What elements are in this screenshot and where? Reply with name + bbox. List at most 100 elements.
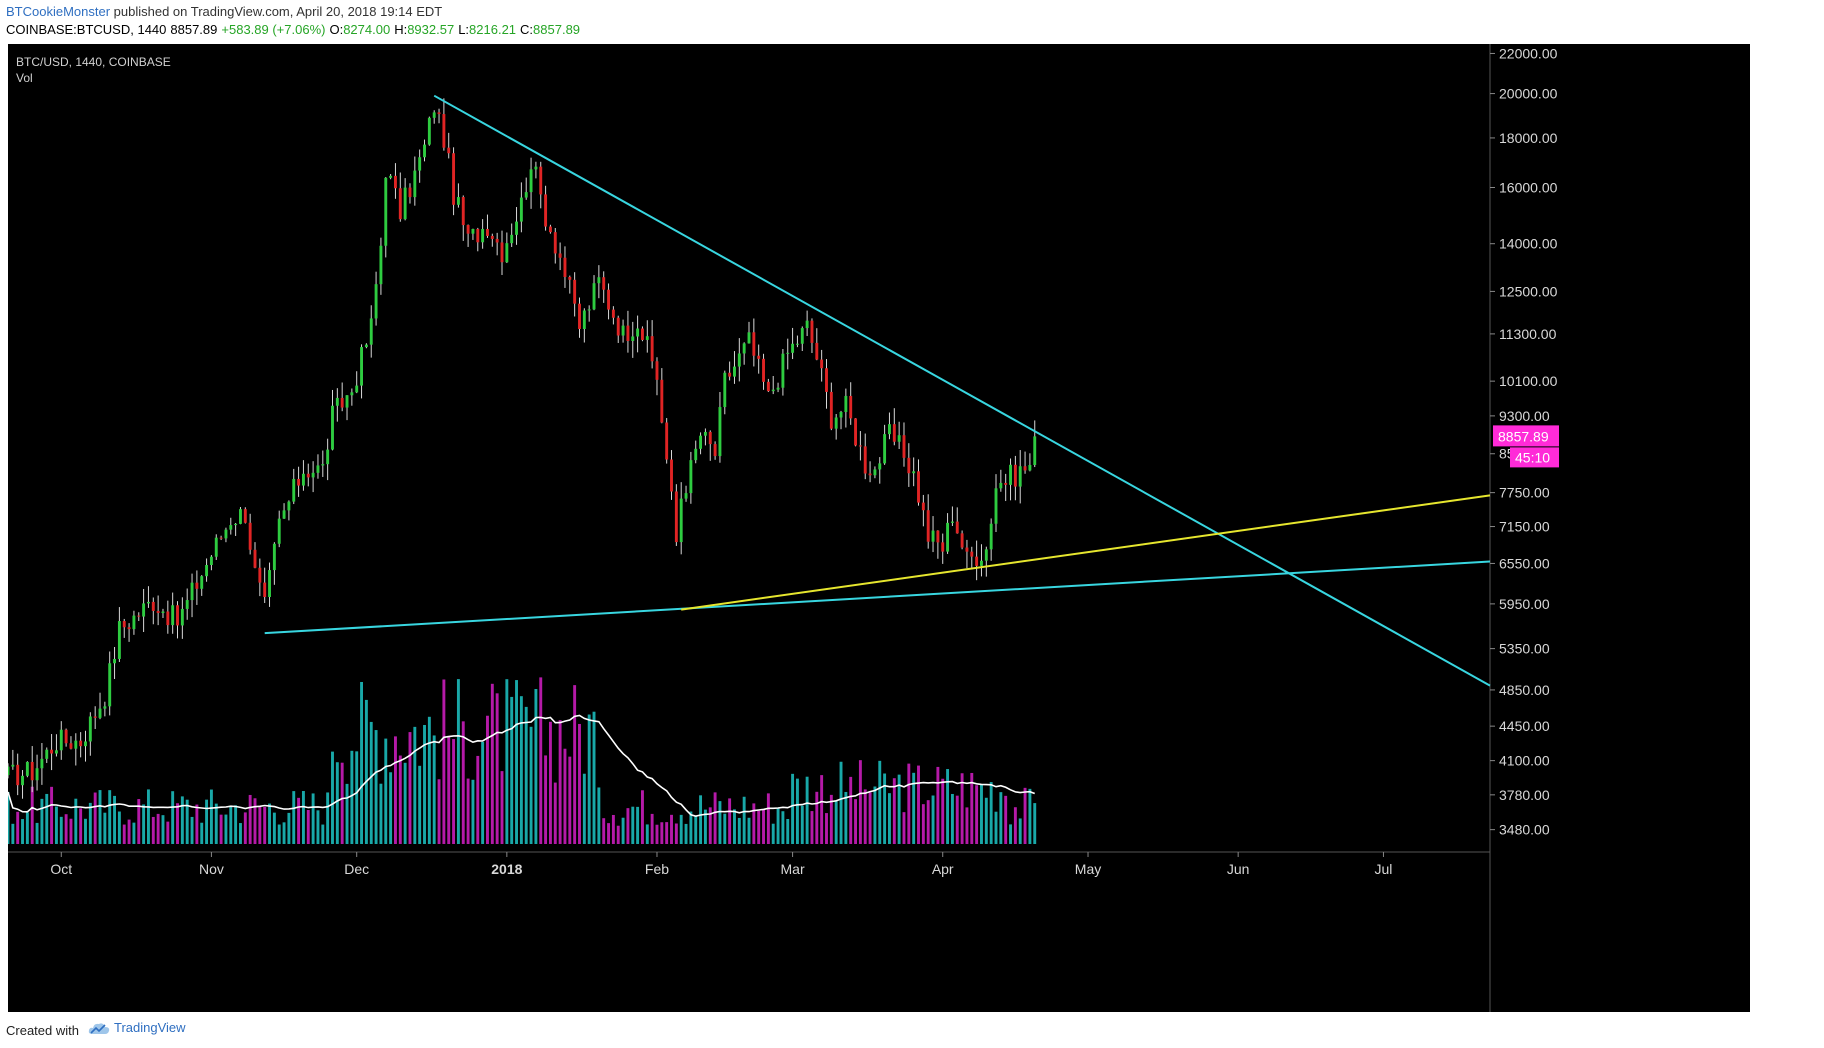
candle-body (776, 387, 780, 390)
candle (670, 450, 673, 500)
volume-moving-average (8, 714, 1035, 818)
candle-body (132, 615, 136, 630)
candle (510, 223, 514, 247)
volume-bar (684, 823, 688, 844)
volume-bar (393, 736, 397, 844)
candle (897, 421, 901, 450)
candle-body (248, 522, 252, 550)
candle (476, 227, 480, 252)
candle-body (84, 741, 87, 747)
candle-body (539, 166, 543, 195)
volume-bar (636, 806, 640, 844)
volume-bar (50, 786, 54, 844)
candle (868, 461, 872, 483)
candle (679, 482, 683, 555)
candle (844, 388, 848, 428)
candle-body (684, 493, 688, 499)
candle-body (955, 521, 959, 534)
candle (602, 271, 606, 303)
candle (582, 308, 586, 343)
candle-body (941, 542, 945, 552)
candle (665, 418, 669, 464)
candle-body (297, 478, 301, 486)
volume-bar (11, 823, 15, 844)
candle-body (839, 412, 843, 418)
candle (621, 319, 625, 343)
created-with-text: Created with (6, 1023, 79, 1038)
volume-bar (79, 808, 83, 844)
candle (544, 185, 548, 231)
volume-bar (335, 762, 339, 844)
tradingview-link[interactable]: TradingView (88, 1020, 186, 1035)
candle-body (205, 565, 209, 577)
volume-bar (185, 799, 189, 844)
candle-body (200, 576, 204, 589)
volume-bar (200, 822, 204, 844)
volume-bar (597, 787, 601, 844)
candle-body (902, 435, 906, 458)
candle-body (326, 449, 330, 465)
candle-body (466, 225, 470, 234)
candle-body (742, 343, 746, 354)
candle (737, 338, 741, 382)
candle-body (185, 600, 189, 609)
candle (389, 173, 393, 180)
candle-body (495, 238, 499, 243)
candle-body (263, 582, 267, 597)
price-chart[interactable]: 22000.00 20000.00 18000.00 16000.00 14000.00… (8, 44, 1750, 1012)
time-tick-label: Apr (932, 861, 954, 877)
volume-bar (190, 816, 194, 844)
candle-body (611, 309, 615, 318)
candle (471, 228, 475, 240)
candle (418, 149, 422, 183)
volume-bar (132, 822, 136, 844)
volume-bar (486, 715, 489, 844)
candle (660, 368, 664, 424)
candle-body (272, 543, 276, 571)
candle-body (11, 764, 15, 767)
candle-body (1009, 464, 1012, 485)
candle-body (640, 328, 644, 340)
candle-body (946, 522, 950, 552)
volume-bar (926, 800, 930, 844)
candle (200, 575, 204, 596)
low-value: 8216.21 (469, 22, 517, 37)
candle (752, 318, 756, 367)
candle (689, 451, 693, 504)
candle (45, 747, 49, 763)
chart-panel[interactable]: 22000.00 20000.00 18000.00 16000.00 14000.00… (8, 44, 1750, 1012)
candle-body (393, 175, 397, 189)
volume-bar (476, 755, 480, 844)
published-text: published on TradingView.com, April 20, … (110, 4, 443, 19)
candle (728, 361, 732, 381)
candle (907, 443, 911, 487)
candle-body (863, 446, 867, 474)
volume-bar (640, 790, 644, 844)
candle (161, 608, 165, 618)
volume-bar (703, 809, 707, 844)
candle (887, 412, 891, 440)
candle-body (88, 716, 92, 742)
volume-bar (800, 805, 804, 844)
candle-body (795, 343, 799, 345)
close-value: 8857.89 (533, 22, 581, 37)
author-link[interactable]: BTCookieMonster (6, 4, 111, 19)
candle (146, 586, 150, 608)
candle (1004, 473, 1008, 502)
candle-body (176, 605, 179, 626)
candle (558, 242, 562, 271)
price-tick-label: 11300.00 (1499, 326, 1557, 342)
candle (984, 546, 988, 577)
volume-bar (30, 786, 34, 844)
volume-bar (195, 804, 199, 844)
candle (447, 132, 451, 159)
candle (1028, 453, 1032, 472)
candle (25, 761, 29, 778)
candle (791, 327, 795, 360)
volume-bar (587, 714, 591, 844)
candle (272, 542, 276, 585)
candle (699, 432, 703, 455)
candle-body (117, 621, 121, 659)
candle-body (747, 332, 751, 344)
candle (277, 510, 281, 548)
